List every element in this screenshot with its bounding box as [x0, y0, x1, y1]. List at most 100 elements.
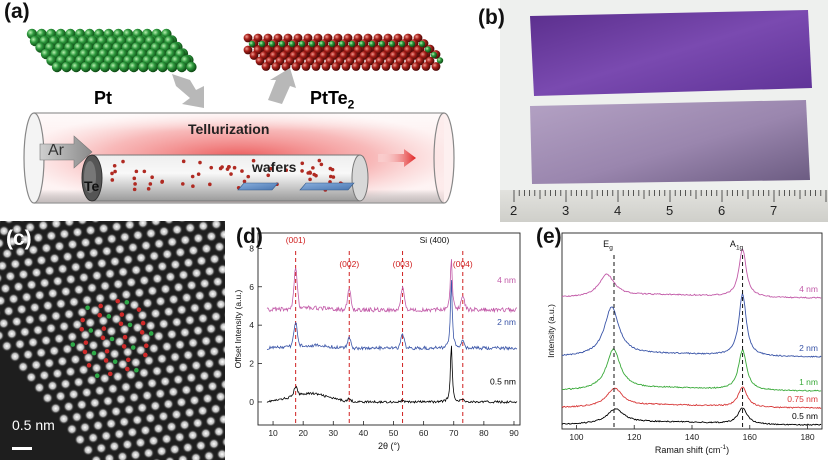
stem-atom	[108, 440, 120, 452]
te-vapor-particle	[142, 169, 147, 174]
stem-atom	[24, 221, 36, 233]
te-vapor-particle	[227, 165, 231, 169]
te-vapor-particle	[198, 160, 202, 165]
stem-atom	[117, 358, 129, 370]
te-vapor-particle	[110, 178, 115, 182]
stem-atom	[86, 282, 98, 294]
te-atom	[371, 62, 381, 71]
panel-d: 10 20 30 40 50 60 70 80 90 0 2 4 6 8 0.5 nm 2 nm 4 nm (00…	[232, 221, 532, 460]
xrd-series-line	[266, 259, 518, 314]
stem-atom	[48, 345, 60, 357]
stem-atom	[213, 425, 225, 438]
stem-atom	[14, 338, 26, 350]
pt-label: Pt	[94, 88, 112, 108]
te-atom	[401, 62, 411, 71]
stem-atom	[185, 372, 197, 384]
stem-atom	[187, 429, 199, 441]
stem-atom	[150, 221, 162, 227]
pt-atom	[408, 40, 416, 48]
pt-atom	[338, 40, 346, 48]
stem-atom	[171, 316, 183, 328]
stem-atom	[68, 296, 80, 308]
ar-label: Ar	[48, 142, 64, 159]
stem-atom	[174, 431, 186, 443]
y-tick-label: 6	[249, 282, 254, 292]
pt-atom	[80, 61, 92, 73]
pt-atom	[378, 40, 386, 48]
xrd-series-line	[266, 279, 518, 352]
stem-atom	[83, 259, 95, 271]
stem-atom	[198, 370, 210, 382]
stem-atom	[123, 404, 135, 416]
stem-atom	[125, 369, 137, 381]
stem-atom	[71, 411, 83, 423]
pt-atom	[109, 61, 120, 73]
stem-atom	[66, 331, 78, 343]
stem-atom	[206, 380, 219, 392]
stem-atom	[164, 456, 176, 460]
stem-atom	[74, 434, 86, 446]
stem-atom	[63, 221, 75, 228]
stem-atom	[7, 293, 20, 305]
x-tick-label: 20	[298, 428, 308, 438]
stem-atom	[151, 365, 163, 377]
down-arrow-icon	[172, 74, 204, 108]
stem-atom	[122, 346, 134, 358]
pt-marker	[112, 359, 118, 364]
te-atom	[301, 62, 311, 71]
x-tick-label: 90	[509, 428, 519, 438]
wafer-top	[530, 10, 812, 96]
te-atom	[261, 62, 271, 71]
stem-atom	[37, 221, 49, 232]
te-vapor-particle	[196, 172, 201, 176]
stem-atom	[99, 280, 111, 292]
stem-atom	[139, 424, 152, 437]
stem-atom	[180, 384, 192, 396]
te-marker	[97, 312, 103, 318]
stem-atom	[30, 359, 42, 371]
panel-d-label: (d)	[236, 225, 263, 248]
stem-atom	[52, 275, 64, 287]
stem-atom	[212, 276, 224, 288]
stem-atom	[100, 430, 112, 442]
stem-atom	[113, 428, 125, 440]
te-vapor-particle	[312, 172, 316, 177]
stem-atom	[186, 279, 198, 291]
stem-atom	[79, 421, 91, 433]
stem-atom	[87, 339, 100, 351]
peak-label: (003)	[393, 259, 413, 269]
te-vapor-particle	[112, 163, 117, 168]
pt-marker	[130, 345, 136, 350]
wafer-bottom	[530, 100, 810, 184]
stem-atom	[213, 241, 225, 253]
stem-atom	[146, 377, 158, 389]
stem-atom	[201, 392, 214, 405]
stem-atom	[71, 226, 84, 238]
pt-atom	[436, 57, 444, 64]
stem-atom	[11, 223, 23, 235]
stem-atom	[94, 385, 106, 397]
stem-atom	[0, 282, 12, 295]
stem-atom	[62, 251, 74, 263]
stem-atom	[24, 314, 36, 326]
stem-atom	[70, 261, 82, 273]
stem-atom	[68, 388, 80, 400]
pt-atom	[348, 40, 356, 48]
stem-atom	[128, 391, 140, 403]
xrd-chart: 10 20 30 40 50 60 70 80 90 0 2 4 6 8 0.5 nm 2 nm 4 nm (00…	[233, 232, 521, 451]
stem-atom	[161, 340, 173, 353]
stem-atom	[223, 310, 225, 319]
stem-atom	[73, 284, 85, 296]
stem-atom	[153, 330, 165, 342]
stem-atom	[104, 268, 116, 280]
stem-atom	[127, 241, 139, 254]
stem-atom	[205, 415, 217, 427]
stem-atom	[187, 244, 199, 257]
stem-atom	[140, 332, 152, 344]
stem-atom	[102, 395, 114, 407]
stem-atom	[133, 287, 145, 299]
stem-atom	[6, 328, 18, 340]
te-vapor-particle	[232, 165, 237, 170]
raman-series-label: 0.75 nm	[787, 394, 818, 404]
pt-marker	[109, 336, 115, 342]
